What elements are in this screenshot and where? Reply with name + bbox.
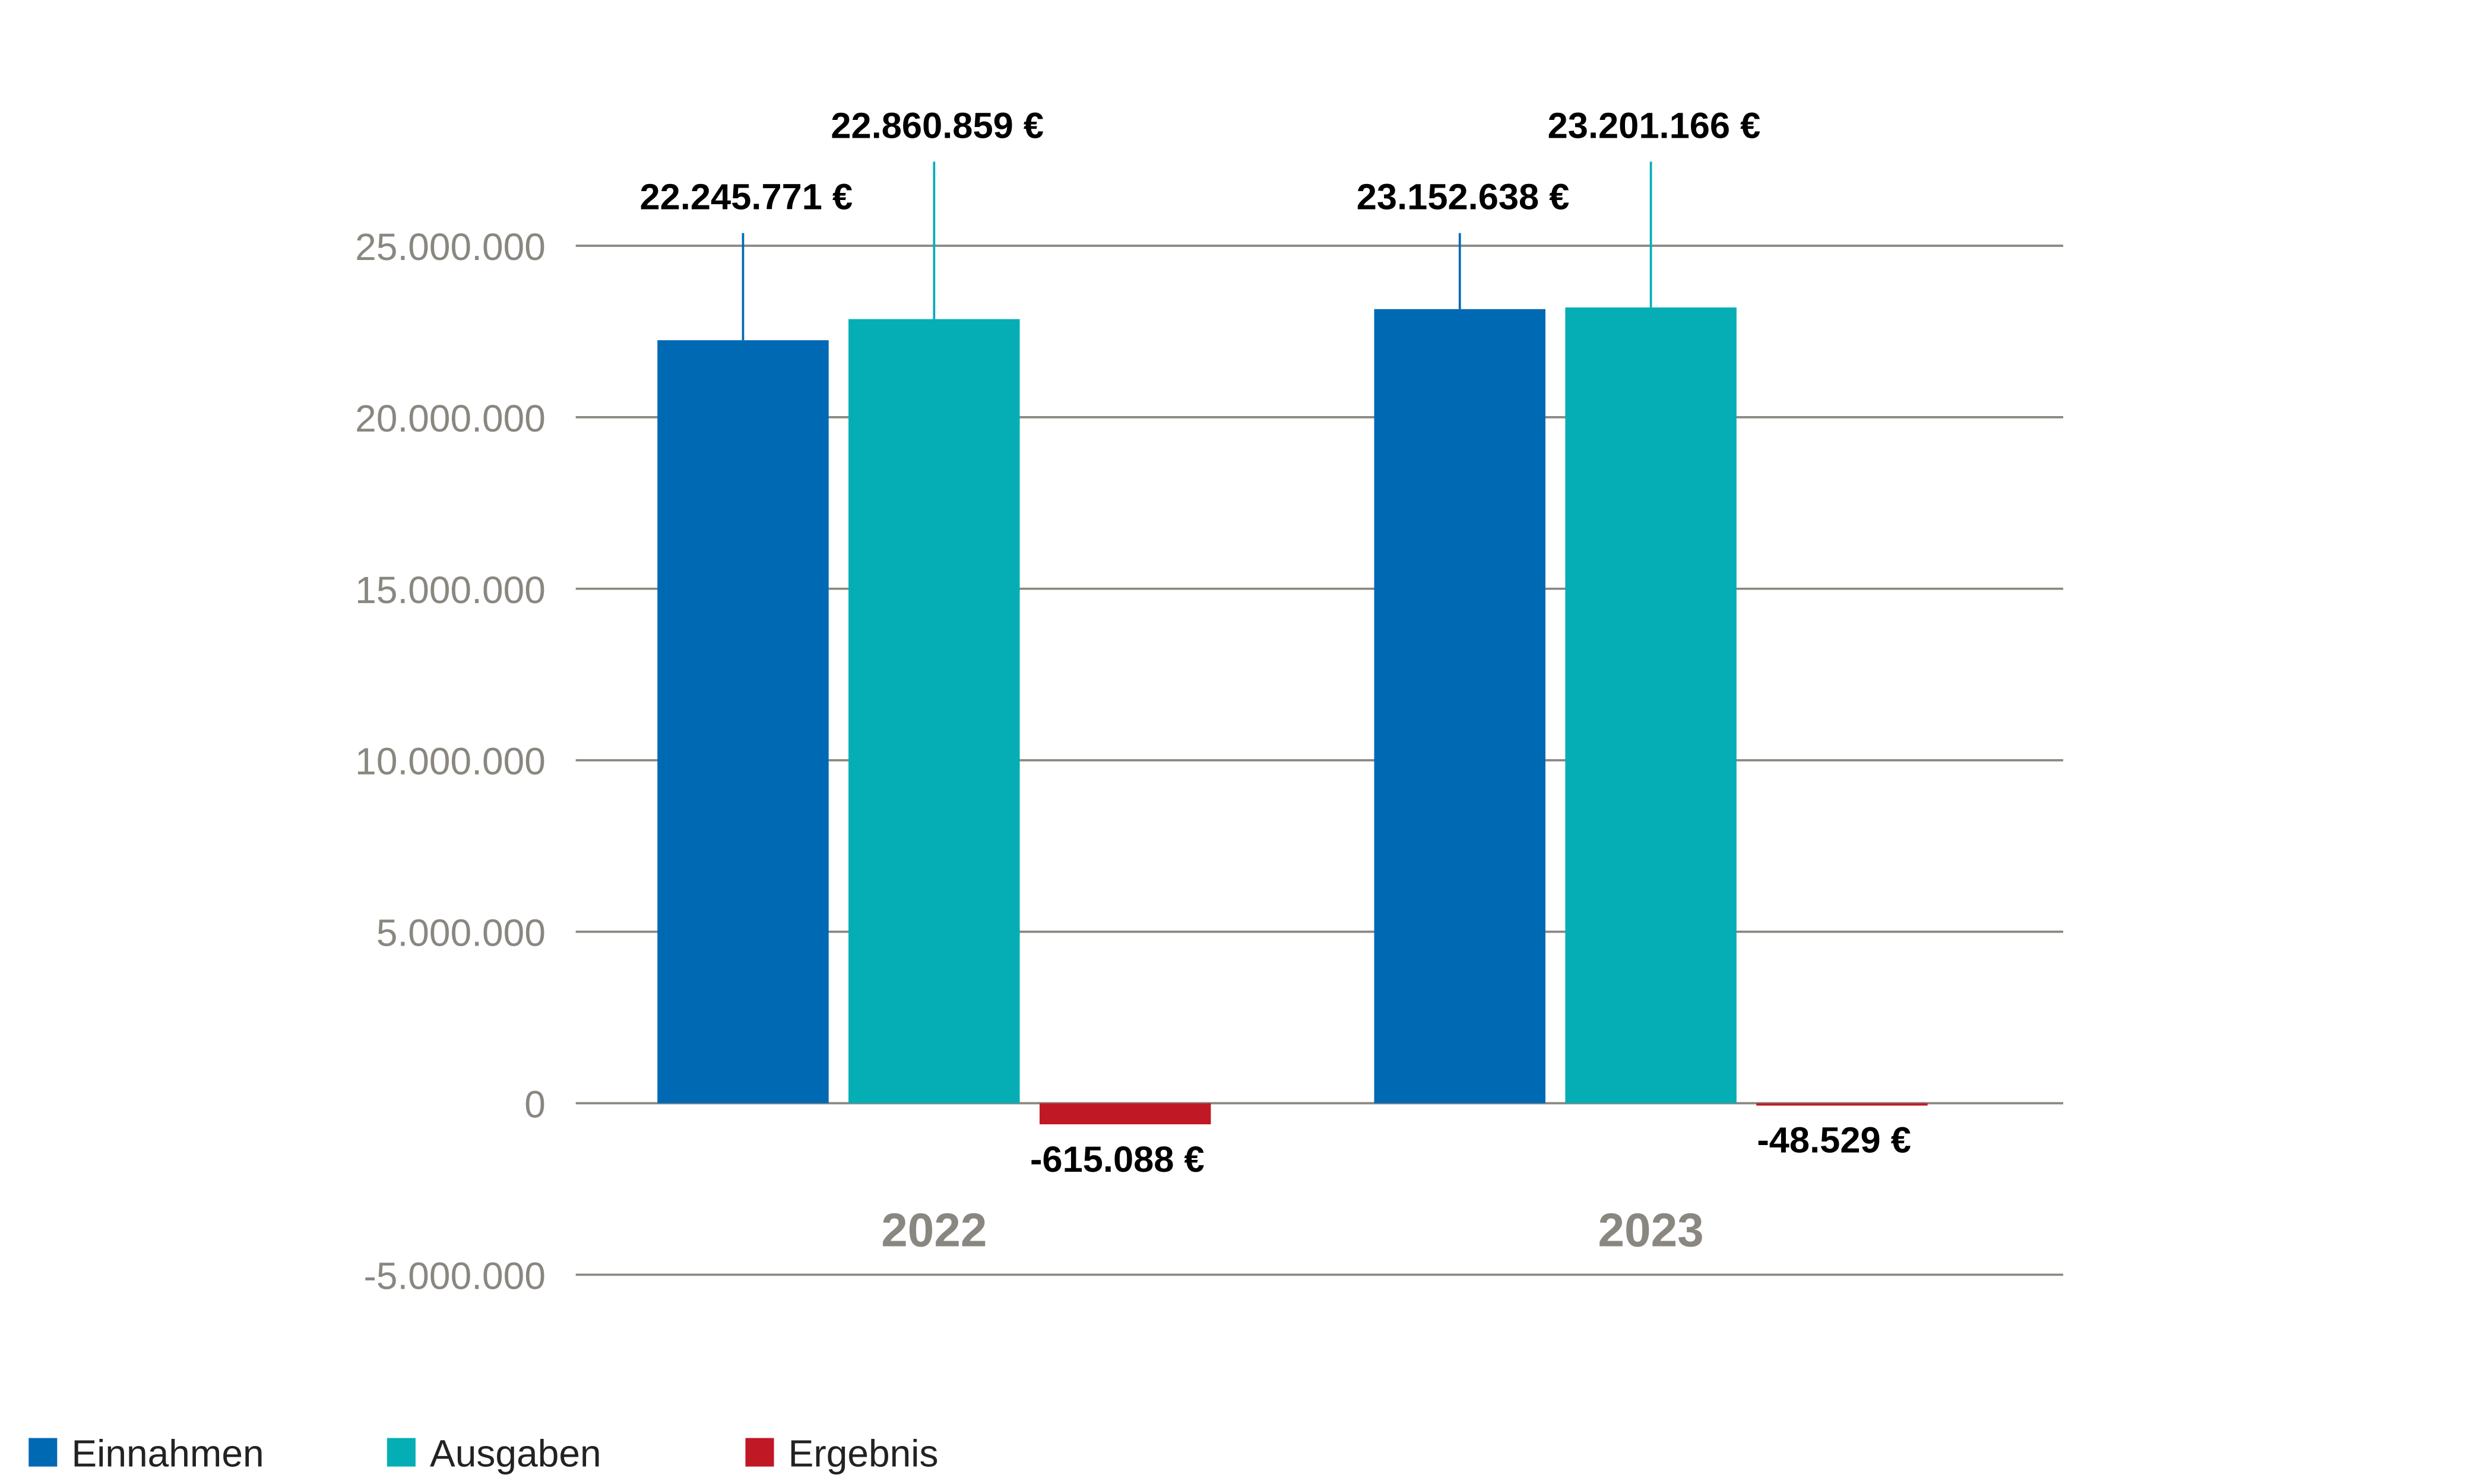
data-label: 23.152.638 € <box>1357 177 1570 218</box>
data-label: 22.245.771 € <box>640 177 853 218</box>
y-tick-label: 0 <box>524 1083 546 1126</box>
data-label: -615.088 € <box>1030 1139 1205 1180</box>
legend: Einnahmen Ausgaben Ergebnis <box>28 1432 939 1475</box>
legend-swatch-ergebnis <box>745 1438 774 1467</box>
y-tick-label: 10.000.000 <box>355 740 546 783</box>
data-labels: 22.245.771 € 22.860.859 € -615.088 € 23.152… <box>640 105 1911 1180</box>
legend-label: Ausgaben <box>430 1432 601 1475</box>
bar-einnahmen-2022 <box>657 340 829 1104</box>
gridlines: 25.000.000 20.000.000 15.000.000 10.000.000… <box>355 226 2064 1297</box>
bar-ausgaben-2022 <box>848 319 1020 1104</box>
legend-label: Ergebnis <box>788 1432 939 1475</box>
bar-einnahmen-2023 <box>1374 309 1545 1104</box>
data-label: -48.529 € <box>1757 1120 1911 1160</box>
data-label: 23.201.166 € <box>1548 105 1761 146</box>
bar-ausgaben-2023 <box>1565 307 1737 1104</box>
y-tick-label: 15.000.000 <box>355 569 546 611</box>
legend-swatch-einnahmen <box>28 1438 58 1467</box>
x-category-label: 2023 <box>1598 1203 1704 1256</box>
legend-label: Einnahmen <box>71 1432 264 1475</box>
bar-ergebnis-2022 <box>1039 1103 1211 1125</box>
x-axis-labels: 2022 2023 <box>881 1203 1703 1256</box>
y-tick-label: 5.000.000 <box>376 912 546 955</box>
bar-ergebnis-2023 <box>1756 1103 1928 1106</box>
bars <box>657 307 1928 1125</box>
x-category-label: 2022 <box>881 1203 987 1256</box>
data-label: 22.860.859 € <box>831 105 1044 146</box>
y-tick-label: 20.000.000 <box>355 397 546 440</box>
y-tick-label: -5.000.000 <box>363 1254 545 1297</box>
y-tick-label: 25.000.000 <box>355 226 546 268</box>
legend-swatch-ausgaben <box>387 1438 416 1467</box>
